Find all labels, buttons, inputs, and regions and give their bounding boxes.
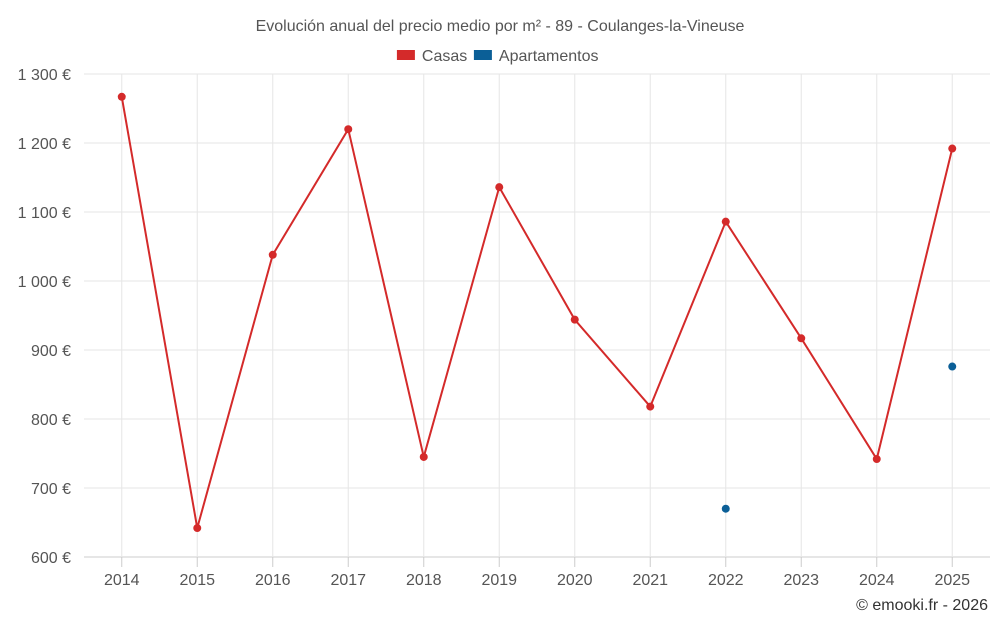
y-tick-label: 1 100 € xyxy=(18,205,71,222)
x-tick-label: 2020 xyxy=(557,572,593,589)
data-point-casas[interactable] xyxy=(419,452,428,461)
x-tick-label: 2022 xyxy=(708,572,744,589)
y-tick-label: 1 300 € xyxy=(18,67,71,84)
x-tick-label: 2016 xyxy=(255,572,291,589)
x-tick-label: 2018 xyxy=(406,572,442,589)
series-apartamentos xyxy=(721,362,957,513)
data-point-casas[interactable] xyxy=(646,402,655,411)
data-point-casas[interactable] xyxy=(570,315,579,324)
x-tick-label: 2025 xyxy=(934,572,970,589)
y-tick-label: 800 € xyxy=(31,412,71,429)
data-point-casas[interactable] xyxy=(117,92,126,101)
y-tick-label: 600 € xyxy=(31,550,71,567)
legend-swatch xyxy=(396,50,415,60)
y-tick-label: 1 200 € xyxy=(18,136,71,153)
data-point-casas[interactable] xyxy=(872,455,881,464)
axes: 600 € 700 € 800 € 900 € 1 000 € 1 100 € 1 200 … xyxy=(18,67,971,589)
series-casas xyxy=(117,92,957,533)
chart-title: Evolución anual del precio medio por m² … xyxy=(256,18,745,35)
x-tick-label: 2021 xyxy=(632,572,668,589)
y-tick-label: 700 € xyxy=(31,481,71,498)
series-line-casas xyxy=(120,96,954,529)
legend[interactable]: Casas Apartamentos xyxy=(396,48,599,65)
data-point-casas[interactable] xyxy=(948,144,957,153)
data-point-apartamentos[interactable] xyxy=(721,504,730,513)
y-tick-label: 900 € xyxy=(31,343,71,360)
data-point-casas[interactable] xyxy=(344,125,353,134)
x-tick-label: 2014 xyxy=(104,572,140,589)
x-tick-label: 2023 xyxy=(783,572,819,589)
legend-label: Casas xyxy=(422,48,467,65)
data-point-casas[interactable] xyxy=(193,524,202,533)
legend-label: Apartamentos xyxy=(499,48,599,65)
series-layer xyxy=(117,92,957,533)
gridlines xyxy=(84,73,990,558)
x-tick-label: 2024 xyxy=(859,572,895,589)
data-point-apartamentos[interactable] xyxy=(948,362,957,371)
legend-swatch xyxy=(473,50,492,60)
data-point-casas[interactable] xyxy=(797,334,806,343)
data-point-casas[interactable] xyxy=(721,217,730,226)
x-tick-label: 2017 xyxy=(330,572,366,589)
data-point-casas[interactable] xyxy=(268,250,277,259)
data-point-casas[interactable] xyxy=(495,183,504,192)
credit-text: © emooki.fr - 2026 xyxy=(856,597,988,614)
legend-item-apartamentos[interactable]: Apartamentos xyxy=(473,48,599,65)
y-tick-label: 1 000 € xyxy=(18,274,71,291)
x-tick-label: 2019 xyxy=(481,572,517,589)
legend-item-casas[interactable]: Casas xyxy=(396,48,467,65)
x-tick-label: 2015 xyxy=(179,572,215,589)
